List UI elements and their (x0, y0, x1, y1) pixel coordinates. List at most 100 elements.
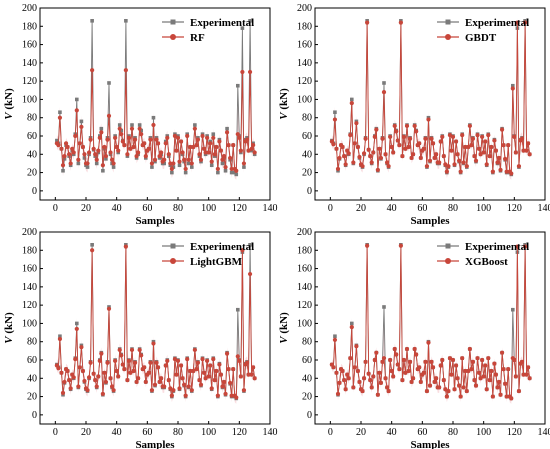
data-point (165, 135, 170, 140)
data-point (205, 358, 210, 364)
data-point (150, 165, 154, 169)
data-point (444, 394, 449, 399)
data-point (384, 160, 390, 165)
data-point (228, 155, 233, 161)
data-point (82, 152, 87, 157)
data-point (450, 357, 456, 363)
data-point (174, 148, 179, 153)
data-point (503, 381, 508, 386)
data-point (348, 356, 353, 361)
data-point (455, 376, 460, 381)
data-point (102, 144, 107, 150)
data-point (148, 360, 153, 365)
data-point (437, 385, 442, 390)
data-point (371, 374, 376, 379)
data-point (244, 360, 250, 365)
data-point (105, 137, 110, 142)
data-point (195, 137, 201, 142)
data-point (350, 321, 354, 326)
data-point (352, 141, 357, 146)
data-point (363, 359, 368, 364)
data-point (464, 388, 469, 394)
data-point (124, 19, 128, 23)
data-point (90, 248, 95, 253)
data-point (481, 374, 486, 379)
y-tick-label: 60 (302, 355, 312, 366)
data-point (403, 146, 408, 151)
x-tick-label: 40 (387, 203, 397, 214)
data-point (214, 144, 219, 150)
data-point (201, 370, 207, 375)
data-point (335, 391, 341, 396)
data-point (461, 160, 466, 165)
data-point (252, 376, 257, 381)
legend-marker (445, 34, 451, 40)
data-point (88, 137, 93, 142)
x-tick-label: 40 (112, 427, 122, 438)
legend: Experimental LightGBM (162, 241, 254, 268)
data-point (211, 135, 216, 140)
data-point (389, 144, 394, 150)
y-tick-label: 200 (297, 3, 312, 14)
x-tick-label: 120 (507, 203, 522, 214)
data-point (76, 161, 81, 166)
data-point (403, 370, 408, 375)
data-point (106, 113, 112, 118)
data-point (120, 362, 125, 367)
data-point (469, 143, 474, 148)
data-point (345, 372, 350, 377)
data-point (246, 148, 251, 153)
data-point (351, 160, 356, 165)
data-point (59, 370, 64, 375)
data-point (383, 376, 388, 381)
data-point (88, 360, 93, 365)
data-point (361, 151, 367, 156)
x-tick-label: 100 (476, 203, 491, 214)
data-point (232, 170, 237, 175)
data-point (501, 367, 506, 372)
y-tick-label: 100 (22, 94, 37, 105)
data-point (186, 161, 191, 166)
data-point (404, 346, 410, 352)
data-point (149, 388, 155, 393)
data-point (343, 162, 348, 167)
data-point (97, 135, 102, 140)
data-point (82, 156, 87, 160)
data-point (348, 132, 353, 138)
data-point (238, 148, 243, 153)
data-point (71, 150, 76, 155)
data-point (221, 379, 227, 385)
data-point (382, 305, 386, 309)
data-point (93, 152, 98, 157)
data-point (169, 166, 174, 172)
data-point (168, 386, 173, 391)
data-point (209, 386, 214, 391)
data-point (392, 123, 397, 129)
data-point (223, 164, 228, 170)
data-point (62, 157, 67, 161)
data-point (216, 170, 220, 175)
data-point (108, 150, 113, 155)
data-point (73, 133, 78, 139)
data-point (234, 172, 239, 177)
data-point (378, 380, 384, 385)
data-point (107, 81, 111, 85)
data-point (194, 367, 199, 372)
data-point (151, 122, 156, 128)
data-point (337, 155, 342, 161)
data-point (86, 375, 92, 380)
x-axis-label: Samples (135, 215, 175, 227)
data-point (228, 380, 233, 385)
data-point (382, 81, 386, 85)
data-point (343, 387, 348, 392)
y-tick-label: 120 (297, 76, 312, 87)
data-point (483, 139, 488, 144)
y-tick-label: 0 (307, 186, 312, 197)
legend-label: Experimental (190, 17, 254, 29)
data-point (175, 135, 181, 140)
data-point (432, 379, 437, 385)
data-point (175, 358, 181, 364)
legend-marker (445, 243, 451, 249)
data-point (360, 164, 365, 169)
data-point (79, 345, 84, 350)
